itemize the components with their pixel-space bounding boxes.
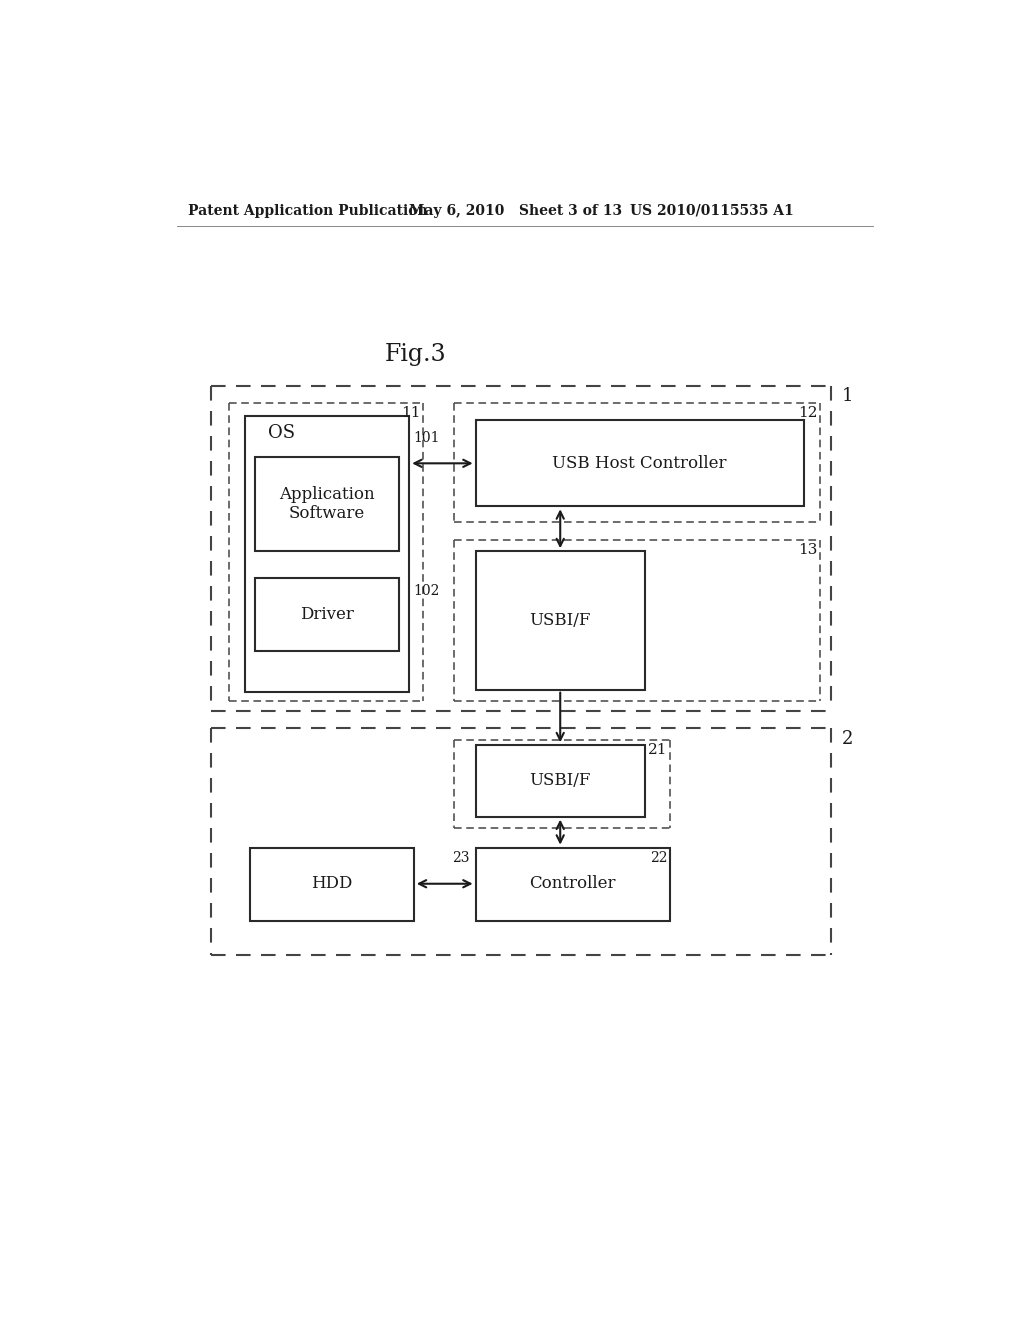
Text: Patent Application Publication: Patent Application Publication bbox=[188, 203, 428, 218]
Text: 23: 23 bbox=[452, 850, 469, 865]
Text: Application
Software: Application Software bbox=[280, 486, 375, 523]
Bar bbox=[255, 578, 398, 651]
Text: 101: 101 bbox=[413, 430, 439, 445]
Bar bbox=[475, 744, 645, 817]
Bar bbox=[245, 416, 410, 692]
Text: USBI/F: USBI/F bbox=[529, 612, 591, 628]
Text: 22: 22 bbox=[650, 850, 668, 865]
Text: 102: 102 bbox=[413, 585, 439, 598]
Text: Controller: Controller bbox=[529, 875, 615, 892]
Bar bbox=[475, 847, 670, 921]
Text: 11: 11 bbox=[401, 407, 421, 420]
Text: HDD: HDD bbox=[311, 875, 352, 892]
Text: Driver: Driver bbox=[300, 606, 354, 623]
Text: 1: 1 bbox=[842, 387, 854, 405]
Text: 12: 12 bbox=[798, 407, 817, 420]
Text: USB Host Controller: USB Host Controller bbox=[552, 455, 727, 471]
Text: US 2010/0115535 A1: US 2010/0115535 A1 bbox=[630, 203, 794, 218]
Text: Fig.3: Fig.3 bbox=[385, 343, 446, 366]
Bar bbox=[475, 420, 804, 507]
Text: 2: 2 bbox=[842, 730, 853, 748]
Bar bbox=[475, 552, 645, 689]
Text: 21: 21 bbox=[648, 743, 668, 756]
Text: OS: OS bbox=[267, 424, 295, 442]
Text: May 6, 2010   Sheet 3 of 13: May 6, 2010 Sheet 3 of 13 bbox=[410, 203, 623, 218]
Text: USBI/F: USBI/F bbox=[529, 772, 591, 789]
Bar bbox=[255, 457, 398, 552]
Text: 13: 13 bbox=[798, 543, 817, 557]
Bar bbox=[250, 847, 414, 921]
